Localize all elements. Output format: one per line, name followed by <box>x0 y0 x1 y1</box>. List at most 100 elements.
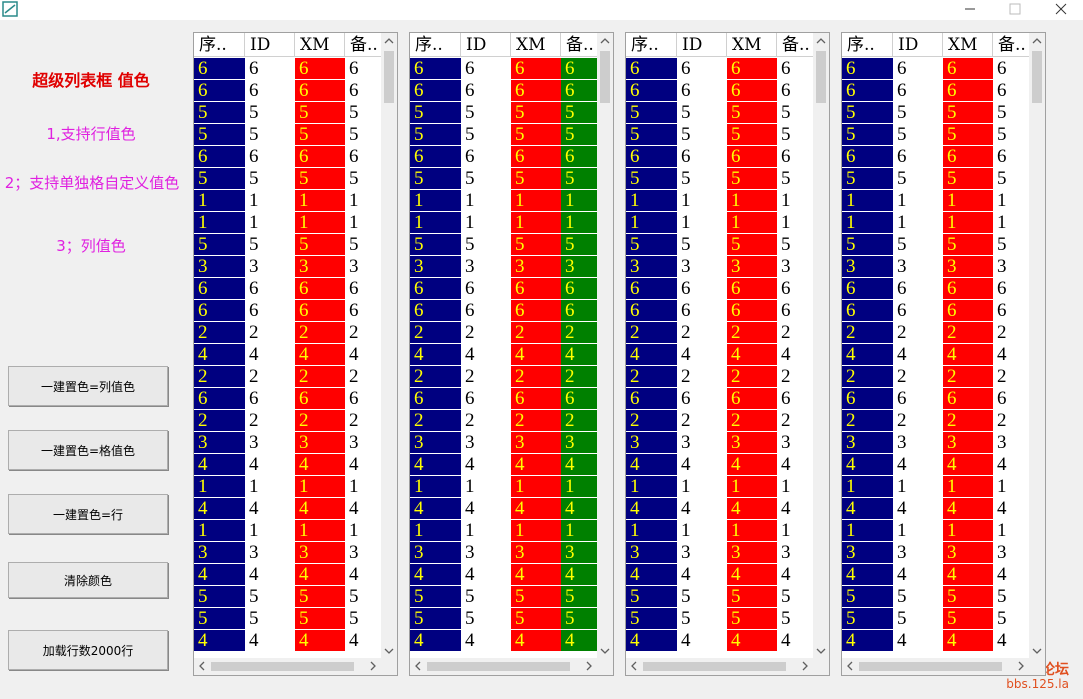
list-cell: 4 <box>345 344 382 365</box>
scroll-corner <box>1029 658 1045 675</box>
list-cell: 4 <box>461 498 511 519</box>
list-cell: 6 <box>245 80 295 101</box>
list-cell: 3 <box>677 542 727 563</box>
horizontal-scrollbar[interactable] <box>194 658 381 675</box>
list-cell: 2 <box>561 366 598 387</box>
column-header[interactable]: XM <box>511 33 561 57</box>
list-cell: 1 <box>727 212 777 233</box>
list-cell: 1 <box>410 190 461 211</box>
list-cell: 4 <box>727 344 777 365</box>
list-cell: 4 <box>410 630 461 651</box>
vertical-scrollbar[interactable] <box>381 33 397 659</box>
button[interactable]: 一建置色=格值色 <box>8 430 168 470</box>
button[interactable]: 加载行数2000行 <box>8 630 168 670</box>
list-cell: 3 <box>561 542 598 563</box>
list-cell: 5 <box>245 234 295 255</box>
list-cell: 6 <box>245 146 295 167</box>
list-cell: 6 <box>677 58 727 79</box>
list-cell: 5 <box>295 586 345 607</box>
list-cell: 1 <box>893 520 943 541</box>
list-cell: 1 <box>727 476 777 497</box>
column-header[interactable]: XM <box>295 33 345 57</box>
column-header[interactable]: ID <box>677 33 727 57</box>
button[interactable]: 一建置色=列值色 <box>8 366 168 406</box>
list-cell: 6 <box>511 58 561 79</box>
list-cell: 3 <box>777 256 814 277</box>
vertical-scrollbar[interactable] <box>813 33 829 659</box>
list-cell: 1 <box>943 212 993 233</box>
list-cell: 5 <box>295 608 345 629</box>
list-cell: 5 <box>893 608 943 629</box>
column-header[interactable]: ID <box>893 33 943 57</box>
list-cell: 4 <box>777 564 814 585</box>
vertical-scrollbar[interactable] <box>1029 33 1045 659</box>
scroll-thumb <box>427 662 570 671</box>
list-cell: 1 <box>410 212 461 233</box>
horizontal-scrollbar[interactable] <box>842 658 1029 675</box>
list-cell: 5 <box>626 102 677 123</box>
list-cell: 1 <box>511 520 561 541</box>
list-cell: 2 <box>511 410 561 431</box>
column-header[interactable]: 备.. <box>777 33 814 57</box>
list-cell: 5 <box>461 608 511 629</box>
button[interactable]: 清除颜色 <box>8 562 168 598</box>
list-cell: 5 <box>727 234 777 255</box>
list-cell: 4 <box>626 344 677 365</box>
list-cell: 3 <box>626 256 677 277</box>
column-header[interactable]: 序.. <box>410 33 461 57</box>
scroll-arrows <box>415 661 592 671</box>
list-cell: 2 <box>993 366 1030 387</box>
list-cell: 4 <box>777 498 814 519</box>
list-cell: 4 <box>461 564 511 585</box>
list-cell: 1 <box>943 520 993 541</box>
list-cell: 5 <box>943 102 993 123</box>
list-cell: 4 <box>345 630 382 651</box>
list-cell: 5 <box>410 168 461 189</box>
list-cell: 3 <box>345 256 382 277</box>
list-cell: 5 <box>194 234 245 255</box>
list-cell: 2 <box>993 410 1030 431</box>
list-cell: 5 <box>410 102 461 123</box>
list-cell: 6 <box>561 300 598 321</box>
column-header[interactable]: 备.. <box>561 33 598 57</box>
list-cell: 5 <box>677 234 727 255</box>
list-cell: 1 <box>677 520 727 541</box>
column-header[interactable]: XM <box>943 33 993 57</box>
column-header[interactable]: ID <box>245 33 295 57</box>
column-header[interactable]: 序.. <box>842 33 893 57</box>
list-cell: 4 <box>410 454 461 475</box>
list-cell: 1 <box>345 190 382 211</box>
note: 1,支持行值色 <box>46 125 136 143</box>
list-cell: 1 <box>245 190 295 211</box>
list-cell: 6 <box>511 146 561 167</box>
list-cell: 1 <box>893 476 943 497</box>
list-cell: 2 <box>677 322 727 343</box>
column-header[interactable]: XM <box>727 33 777 57</box>
list-cell: 6 <box>461 278 511 299</box>
list-cell: 5 <box>245 608 295 629</box>
list-cell: 2 <box>295 410 345 431</box>
list-cell: 5 <box>943 234 993 255</box>
list-cell: 4 <box>727 498 777 519</box>
list-cell: 2 <box>777 410 814 431</box>
button[interactable]: 一建置色=行 <box>8 494 168 534</box>
column-header[interactable]: ID <box>461 33 511 57</box>
list-cell: 4 <box>677 454 727 475</box>
column-header[interactable]: 序.. <box>194 33 245 57</box>
column-header[interactable]: 序.. <box>626 33 677 57</box>
list-cell: 2 <box>410 322 461 343</box>
list-cell: 5 <box>626 234 677 255</box>
column-header[interactable]: 备.. <box>993 33 1030 57</box>
list-cell: 5 <box>345 586 382 607</box>
column-header[interactable]: 备.. <box>345 33 382 57</box>
horizontal-scrollbar[interactable] <box>410 658 597 675</box>
list-cell: 6 <box>777 146 814 167</box>
list-cell: 5 <box>561 124 598 145</box>
vertical-scrollbar[interactable] <box>597 33 613 659</box>
list-cell: 1 <box>727 520 777 541</box>
horizontal-scrollbar[interactable] <box>626 658 813 675</box>
